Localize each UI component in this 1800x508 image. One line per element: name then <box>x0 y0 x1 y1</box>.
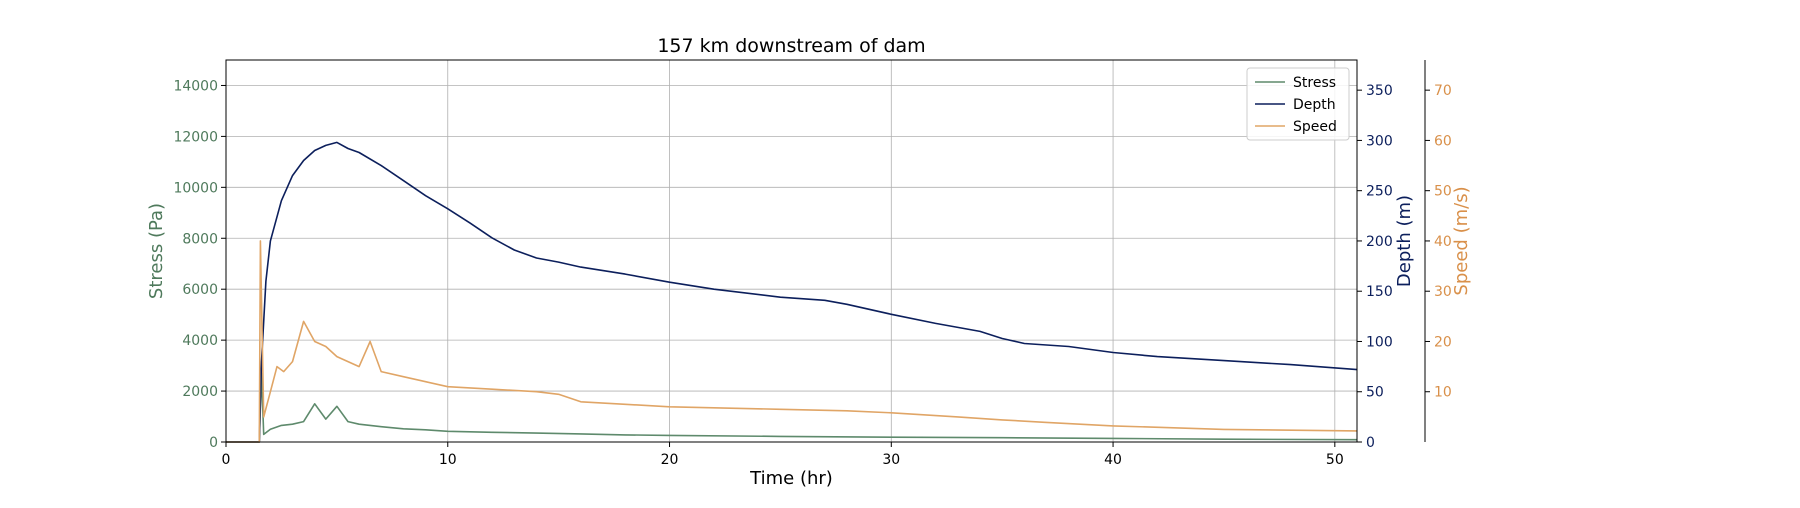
legend-label-stress: Stress <box>1293 75 1336 91</box>
depth-tick-label: 0 <box>1366 435 1375 451</box>
stress-tick-label: 0 <box>209 435 218 451</box>
depth-tick-label: 150 <box>1366 284 1393 300</box>
x-tick-label: 20 <box>661 452 679 468</box>
speed-tick-label: 50 <box>1434 184 1452 200</box>
speed-tick-label: 10 <box>1434 385 1452 401</box>
axes: 0 10 20 30 40 5002000400060008000100001200014… <box>173 60 1452 468</box>
legend-label-depth: Depth <box>1293 97 1336 113</box>
speed-tick-label: 70 <box>1434 83 1452 99</box>
depth-tick-label: 50 <box>1366 385 1384 401</box>
legend-box <box>1246 67 1350 141</box>
stress-tick-label: 10000 <box>173 180 218 196</box>
depth-axis-label: Depth (m) <box>1394 195 1415 287</box>
x-tick-label: 50 <box>1326 452 1344 468</box>
x-tick-label: 0 <box>222 452 231 468</box>
grid-lines <box>225 60 1357 443</box>
speed-tick-label: 30 <box>1434 284 1452 300</box>
stress-tick-label: 2000 <box>182 384 218 400</box>
legend-label-speed: Speed <box>1293 119 1337 135</box>
stress-tick-label: 14000 <box>173 78 218 94</box>
speed-tick-label: 20 <box>1434 334 1452 350</box>
stress-tick-label: 12000 <box>173 129 218 145</box>
x-tick-label: 10 <box>439 452 457 468</box>
speed-tick-label: 60 <box>1434 133 1452 149</box>
series-lines <box>226 141 1358 443</box>
stress-tick-label: 4000 <box>182 333 218 349</box>
depth-tick-label: 250 <box>1366 184 1393 200</box>
plot-frame <box>225 59 1358 443</box>
series-line-stress <box>226 372 1358 443</box>
x-tick-label: 40 <box>1104 452 1122 468</box>
chart-legend: Stress Depth Speed <box>1246 67 1350 141</box>
x-tick-label: 30 <box>882 452 900 468</box>
stress-axis-label: Stress (Pa) <box>146 203 167 299</box>
depth-tick-label: 350 <box>1366 83 1393 99</box>
stress-tick-label: 8000 <box>182 231 218 247</box>
speed-axis-label: Speed (m/s) <box>1451 186 1472 295</box>
depth-tick-label: 100 <box>1366 334 1393 350</box>
series-line-depth <box>226 141 1358 443</box>
stress-tick-label: 6000 <box>182 282 218 298</box>
chart-title: 157 km downstream of dam <box>657 35 925 57</box>
depth-tick-label: 200 <box>1366 234 1393 250</box>
series-line-speed <box>226 240 1358 443</box>
speed-tick-label: 40 <box>1434 234 1452 250</box>
depth-tick-label: 300 <box>1366 133 1393 149</box>
x-axis-label: Time (hr) <box>749 468 833 489</box>
